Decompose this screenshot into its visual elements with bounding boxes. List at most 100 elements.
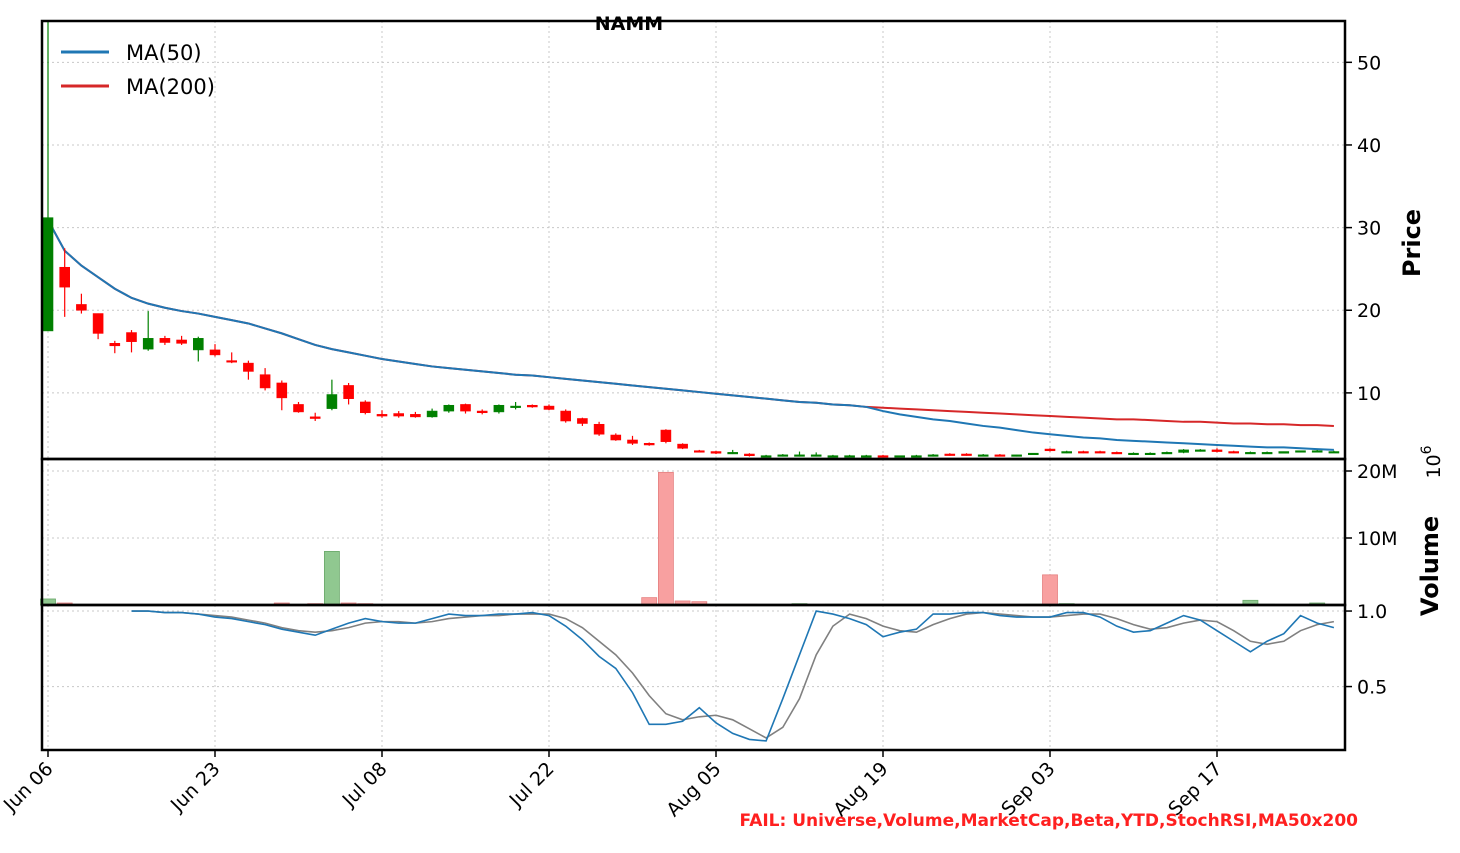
candle-body	[643, 442, 655, 446]
candle-body	[59, 266, 71, 288]
price-tick-label-0: 10	[1357, 383, 1381, 405]
candle-body	[610, 434, 622, 441]
candle-body	[1094, 451, 1106, 454]
candle-body	[326, 394, 338, 409]
candle-body	[493, 404, 505, 413]
price-tick-label-1: 20	[1357, 300, 1381, 322]
x-tick-label-1: Jun 23	[166, 758, 225, 817]
candle-body	[209, 349, 221, 356]
candle-body	[476, 410, 488, 414]
candle-body	[76, 304, 87, 311]
candle-body	[660, 429, 672, 442]
stoch-tick-label-0: 0.5	[1357, 677, 1387, 699]
candle-body	[1195, 449, 1206, 452]
volume-bar	[1042, 574, 1058, 606]
stochrsi-panel-frame	[40, 603, 1347, 752]
candle-body	[293, 404, 304, 413]
candle-body	[810, 454, 822, 457]
candle-body	[410, 414, 421, 418]
price-tick-label-2: 30	[1357, 218, 1381, 240]
candle-body	[193, 338, 204, 351]
price-tick-label-3: 40	[1357, 135, 1381, 157]
candle-body	[1011, 454, 1022, 457]
stochrsi-lines	[131, 610, 1335, 742]
volume-bar	[658, 471, 674, 606]
candle-body	[426, 410, 438, 418]
candle-body	[777, 454, 789, 457]
price-axis-label: Price	[1398, 209, 1426, 277]
candle-body	[977, 454, 989, 457]
candle-body	[927, 454, 939, 457]
volume-scale-base: 10	[1423, 454, 1445, 478]
chart-title: NAMM	[595, 13, 663, 35]
candle-body	[1128, 452, 1139, 456]
candle-body	[359, 401, 371, 414]
price-tick-label-4: 50	[1357, 52, 1381, 74]
candle-body	[627, 439, 638, 444]
candle-body	[109, 343, 121, 347]
candle-body	[844, 455, 855, 458]
candle-body	[443, 404, 455, 412]
candle-body	[276, 382, 288, 399]
stochrsi-y-ticks: 0.5 1.0	[1345, 601, 1387, 699]
legend-label-ma50: MA(50)	[126, 41, 202, 65]
candle-body	[159, 338, 171, 343]
candle-body	[1261, 452, 1273, 455]
candle-body	[1161, 452, 1173, 455]
candle-body	[226, 360, 237, 363]
candle-body	[92, 313, 104, 334]
volume-tick-label-0: 10M	[1357, 528, 1398, 550]
candle-body	[1328, 451, 1340, 454]
candle-body	[1178, 449, 1189, 453]
candle-body	[42, 217, 54, 332]
x-tick-label-2: Jul 08	[338, 758, 392, 812]
candle-body	[1028, 452, 1039, 456]
candle-body	[376, 414, 388, 417]
candle-body	[1144, 452, 1156, 456]
volume-y-ticks: 10M 20M	[1345, 461, 1398, 550]
price-panel-grid	[42, 21, 1345, 459]
ma50-line	[47, 219, 1334, 451]
candle-body	[1061, 451, 1072, 454]
volume-scale-label: 106	[1419, 445, 1445, 478]
candle-body	[994, 454, 1006, 457]
candle-body	[877, 455, 889, 458]
stochrsi-d-line	[131, 610, 1335, 739]
volume-tick-label-1: 20M	[1357, 461, 1398, 483]
stoch-tick-label-1: 1.0	[1357, 601, 1387, 623]
candle-body	[1044, 448, 1056, 452]
candle-body	[693, 450, 705, 453]
candle-body	[911, 455, 922, 458]
candle-body	[593, 423, 605, 435]
candle-body	[1278, 451, 1290, 454]
candle-body	[860, 455, 872, 458]
candle-body	[343, 385, 354, 399]
candle-body	[526, 404, 538, 408]
candle-body	[259, 374, 271, 389]
candle-body	[1245, 452, 1256, 455]
candle-body	[176, 339, 187, 344]
candle-body	[827, 455, 839, 458]
volume-scale-exponent: 6	[1419, 445, 1435, 454]
candle-body	[1295, 450, 1306, 453]
candle-body	[577, 418, 588, 424]
candle-body	[560, 410, 572, 422]
candle-body	[543, 405, 555, 410]
candle-body	[1111, 452, 1123, 455]
x-tick-label-0: Jun 06	[0, 758, 58, 817]
legend-label-ma200: MA(200)	[126, 75, 215, 99]
candle-body	[393, 413, 405, 417]
candle-body	[794, 454, 805, 457]
volume-bars	[40, 471, 1326, 606]
volume-panel-frame	[40, 457, 1347, 607]
candle-body	[1211, 449, 1223, 452]
candle-body	[727, 452, 739, 455]
candle-body	[961, 453, 972, 456]
candle-body	[1228, 451, 1239, 454]
candle-body	[309, 416, 321, 419]
footer-note: FAIL: Universe,Volume,MarketCap,Beta,YTD…	[740, 811, 1359, 831]
candle-body	[760, 455, 772, 458]
candle-body	[894, 455, 906, 458]
stochrsi-k-line	[131, 610, 1335, 742]
